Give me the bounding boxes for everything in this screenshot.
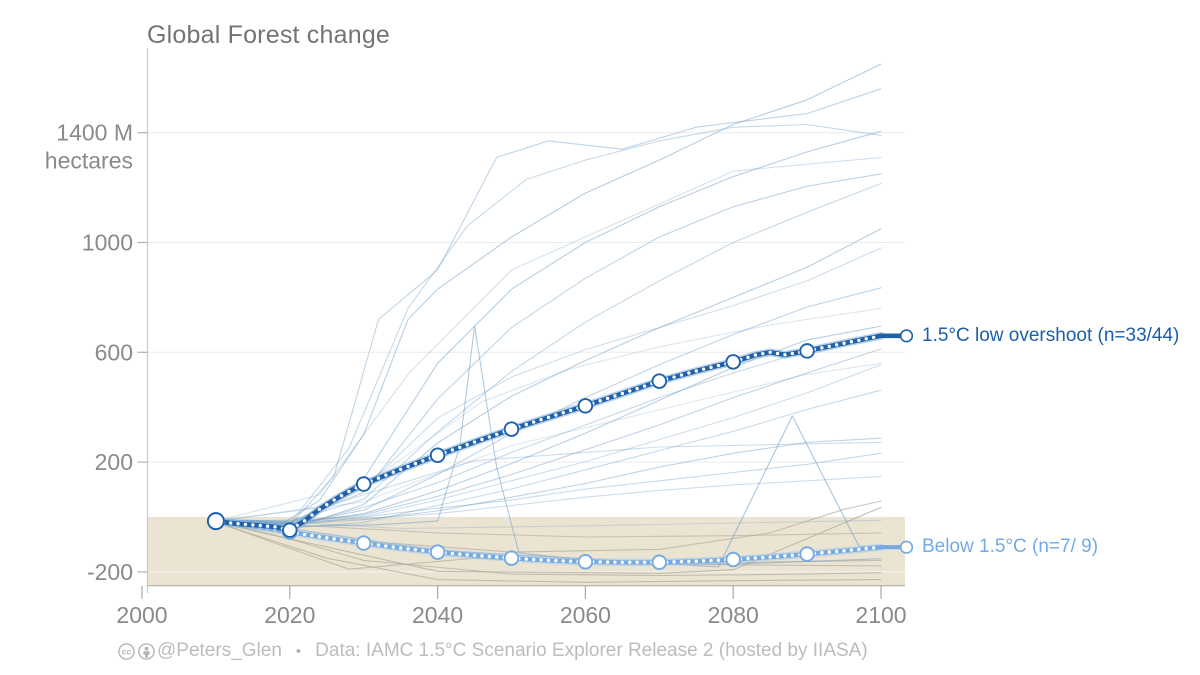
cc-icon: cc xyxy=(117,642,136,661)
series-below-15 xyxy=(206,512,914,571)
background-lines-blue xyxy=(215,63,882,568)
chart-title: Global Forest change xyxy=(147,21,391,49)
y-tick-label: 600 xyxy=(95,339,133,365)
x-axis: 2000 2020 2040 2060 2080 2100 xyxy=(116,585,907,628)
cc-by-icon xyxy=(137,642,156,661)
y-axis-unit-label: hectares xyxy=(45,148,133,174)
y-tick-label: 1000 xyxy=(82,230,133,256)
credit-handle: @Peters_Glen xyxy=(157,640,282,661)
data-source-text: Data: IAMC 1.5°C Scenario Explorer Relea… xyxy=(315,640,868,661)
footer-separator: • xyxy=(295,642,302,660)
x-tick-label: 2060 xyxy=(560,602,611,628)
y-tick-label: 200 xyxy=(95,449,133,475)
attribution-footer: cc @Peters_Glen • Data: IAMC 1.5°C Scena… xyxy=(117,640,868,662)
x-tick-label: 2000 xyxy=(116,602,167,628)
series-low-overshoot xyxy=(206,329,914,538)
x-tick-label: 2020 xyxy=(264,602,315,628)
svg-text:cc: cc xyxy=(122,646,132,656)
series-label-below-15: Below 1.5°C (n=7/ 9) xyxy=(922,536,1099,557)
y-tick-label: -200 xyxy=(87,559,133,585)
gridlines xyxy=(147,132,905,463)
y-tick-label: 1400 M xyxy=(56,120,133,146)
series-label-low-overshoot: 1.5°C low overshoot (n=33/44) xyxy=(922,325,1180,346)
x-tick-label: 2080 xyxy=(708,602,759,628)
x-tick-label: 2040 xyxy=(412,602,463,628)
x-tick-label: 2100 xyxy=(855,602,906,628)
